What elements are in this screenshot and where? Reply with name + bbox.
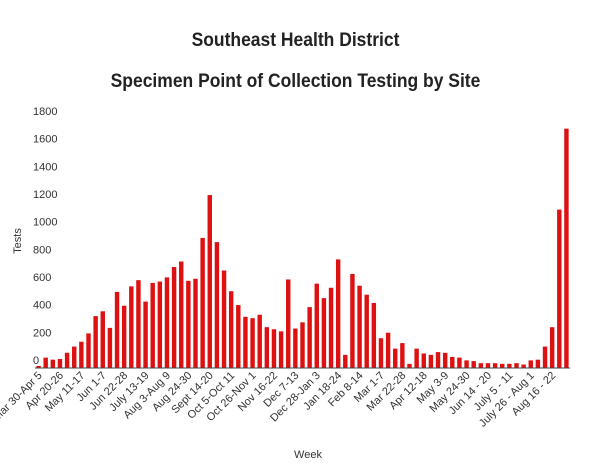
- chart-title: Southeast Health District: [191, 30, 400, 51]
- bar: [457, 357, 462, 368]
- bar: [264, 327, 270, 368]
- chart-subtitle: Specimen Point of Collection Testing by …: [110, 71, 481, 92]
- bar: [300, 322, 305, 368]
- bar: [43, 357, 48, 368]
- bar: [86, 333, 91, 368]
- bar: [557, 209, 562, 368]
- bar: [221, 270, 227, 368]
- bar: [36, 365, 41, 368]
- bar: [364, 294, 369, 368]
- bar: [378, 338, 384, 368]
- bar: [514, 363, 519, 368]
- bar: [507, 363, 512, 368]
- bar: [421, 353, 426, 368]
- bar: [50, 359, 56, 368]
- y-tick-label: 1400: [33, 161, 57, 173]
- y-tick-label: 0: [33, 355, 39, 367]
- bar: [72, 346, 77, 368]
- bar: [207, 195, 212, 368]
- bar: [500, 363, 505, 368]
- bar: [243, 316, 248, 368]
- bar: [57, 359, 63, 368]
- bar: [393, 348, 398, 368]
- y-tick-label: 1600: [33, 134, 57, 146]
- bar: [214, 242, 220, 368]
- bar: [528, 360, 533, 368]
- bar: [535, 359, 541, 368]
- bar: [107, 327, 113, 368]
- bar: [150, 282, 155, 368]
- bar: [328, 287, 334, 368]
- bar: [314, 283, 319, 368]
- y-tick-label: 1200: [33, 189, 57, 201]
- y-axis-label: Tests: [12, 228, 24, 254]
- bar: [179, 261, 184, 368]
- bar: [79, 341, 84, 368]
- y-tick-label: 1000: [33, 217, 57, 229]
- bar: [143, 301, 148, 368]
- bar: [136, 280, 141, 368]
- bar: [549, 327, 555, 368]
- bar: [343, 354, 348, 368]
- bar: [471, 361, 476, 368]
- bar: [271, 329, 277, 368]
- bar: [564, 128, 569, 368]
- bar: [93, 316, 98, 368]
- bar: [121, 305, 127, 368]
- bar: [371, 302, 377, 368]
- bar: [171, 267, 177, 368]
- y-tick-label: 600: [33, 272, 51, 284]
- bar: [236, 305, 241, 368]
- bar: [542, 346, 548, 368]
- bar: [114, 291, 120, 368]
- bars: [36, 128, 569, 368]
- bar: [414, 348, 419, 368]
- bar: [464, 360, 469, 368]
- bar: [385, 332, 391, 368]
- bar: [286, 279, 291, 368]
- y-tick-label: 400: [33, 300, 51, 312]
- bar: [193, 278, 198, 368]
- bar: [278, 331, 284, 368]
- bar: [428, 354, 434, 368]
- bar: [521, 364, 526, 368]
- y-tick-label: 200: [33, 327, 51, 339]
- bar: [335, 259, 341, 368]
- bar: [64, 352, 70, 368]
- bar: [407, 363, 412, 368]
- bar: [129, 286, 134, 368]
- bar: [164, 277, 170, 368]
- bar: [250, 318, 255, 368]
- bar: [478, 363, 484, 368]
- bar: [200, 237, 205, 368]
- bar: [293, 328, 298, 368]
- bar: [257, 314, 262, 368]
- bar: [492, 363, 498, 368]
- bar: [350, 273, 355, 368]
- y-axis-ticks: 0 200 400 600 800 1000 1200 1400 1600 1800: [33, 106, 57, 367]
- x-axis-label: Week: [294, 449, 322, 461]
- y-tick-label: 1800: [33, 106, 57, 118]
- bar: [307, 307, 312, 368]
- bar: [357, 285, 362, 368]
- bar: [485, 363, 491, 368]
- bar: [186, 280, 191, 368]
- bar: [100, 311, 105, 368]
- bar: [435, 352, 441, 368]
- y-tick-label: 800: [33, 244, 51, 256]
- bar: [228, 291, 234, 368]
- bar: [400, 343, 405, 368]
- bar: [442, 352, 448, 368]
- bar: [450, 356, 455, 368]
- bar: [321, 298, 327, 368]
- bar: [157, 281, 163, 368]
